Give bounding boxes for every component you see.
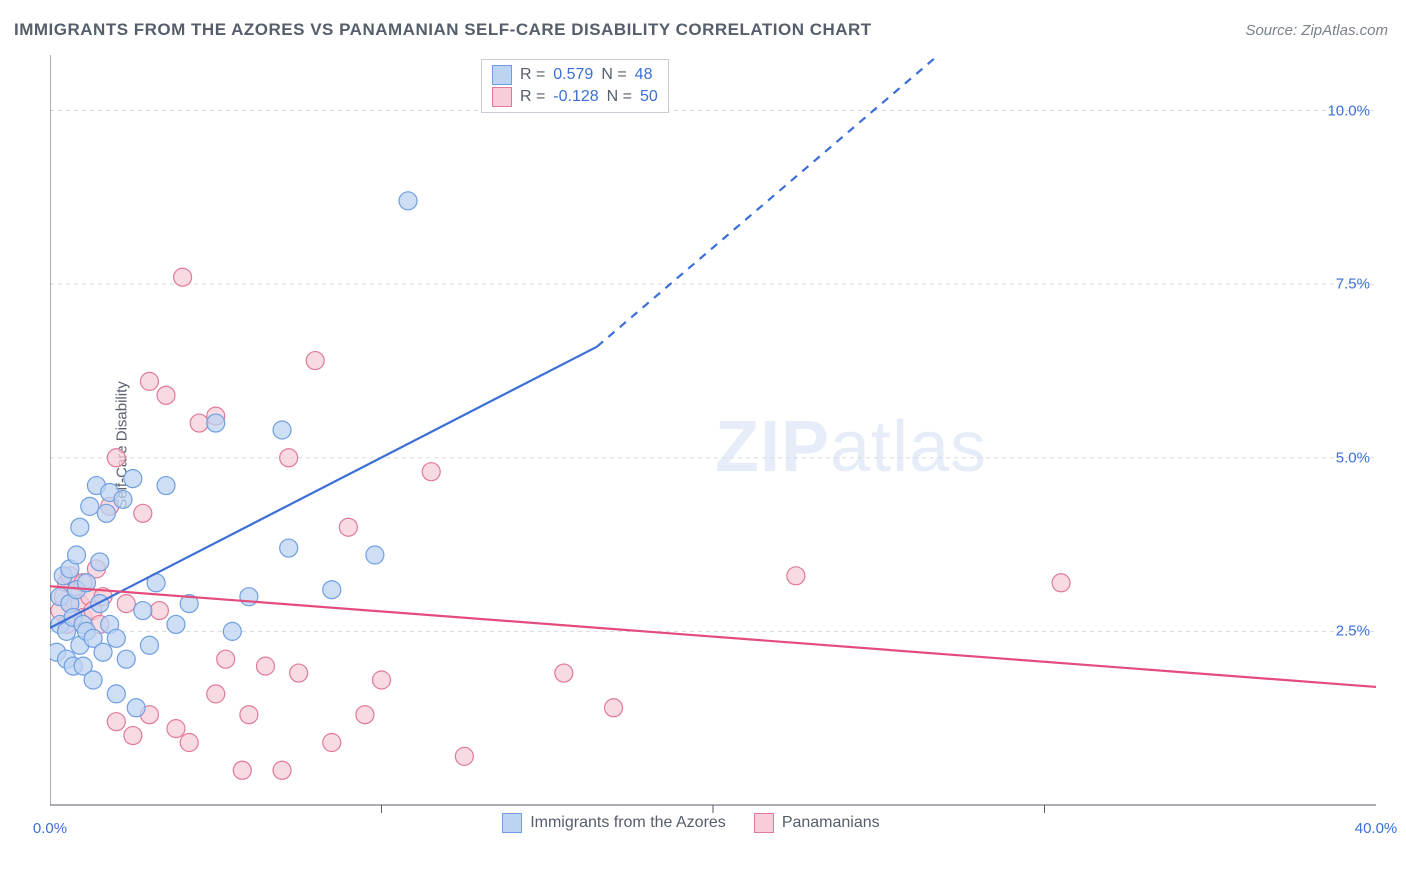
legend-series-label: Immigrants from the Azores <box>530 814 726 832</box>
chart-container: IMMIGRANTS FROM THE AZORES VS PANAMANIAN… <box>0 0 1406 892</box>
legend-r-value: 0.579 <box>553 64 593 86</box>
x-tick-label: 0.0% <box>33 820 67 837</box>
legend-stats: R = 0.579 N = 48 R = -0.128 N = 50 <box>481 59 669 113</box>
legend-r-label: R = <box>520 64 545 86</box>
y-tick-label: 2.5% <box>1336 623 1370 640</box>
chart-title: IMMIGRANTS FROM THE AZORES VS PANAMANIAN… <box>14 20 872 40</box>
legend-series: Immigrants from the Azores Panamanians <box>502 813 879 833</box>
legend-n-label: N = <box>607 86 632 108</box>
legend-swatch <box>502 813 522 833</box>
legend-r-value: -0.128 <box>553 86 598 108</box>
legend-swatch <box>754 813 774 833</box>
y-tick-label: 5.0% <box>1336 449 1370 466</box>
legend-n-value: 48 <box>635 64 653 86</box>
legend-swatch <box>492 87 512 107</box>
legend-n-value: 50 <box>640 86 658 108</box>
legend-series-label: Panamanians <box>782 814 880 832</box>
source-attribution: Source: ZipAtlas.com <box>1245 22 1388 39</box>
plot-area: Self-Care Disability ZIPatlas 2.5%5.0%7.… <box>50 55 1380 835</box>
x-tick-label: 40.0% <box>1355 820 1398 837</box>
legend-n-label: N = <box>601 64 626 86</box>
legend-swatch <box>492 65 512 85</box>
y-tick-label: 7.5% <box>1336 276 1370 293</box>
legend-r-label: R = <box>520 86 545 108</box>
y-tick-label: 10.0% <box>1327 102 1370 119</box>
